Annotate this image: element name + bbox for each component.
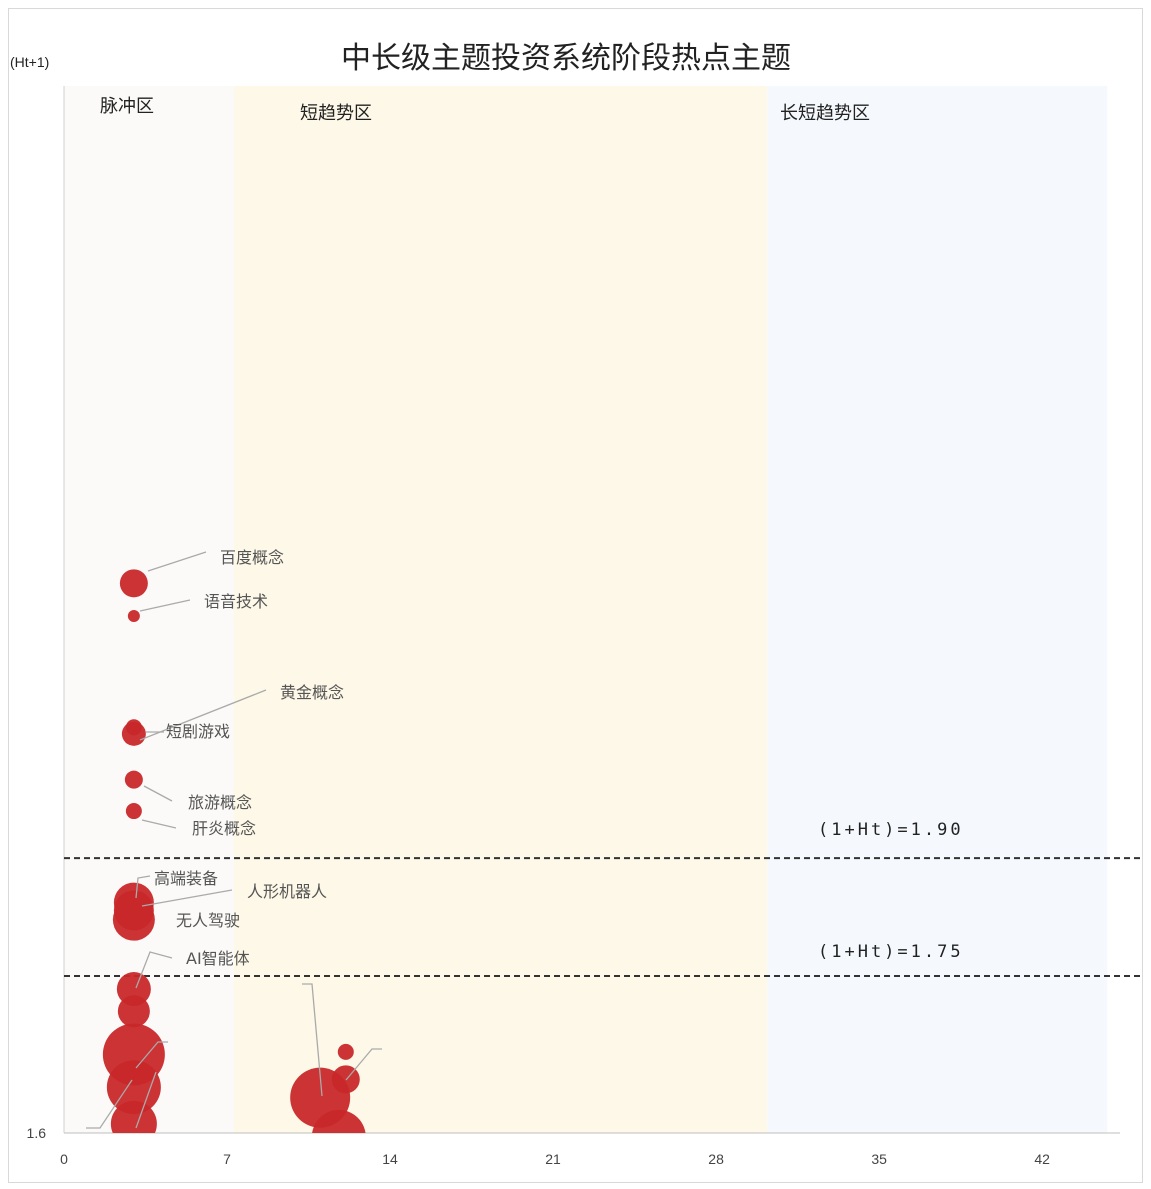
bubble-point: [119, 569, 148, 598]
leader-line: [345, 1048, 382, 1081]
bubble-point: [337, 1043, 354, 1060]
bubble-label: 旅游概念: [188, 793, 252, 812]
leader-line: [302, 983, 323, 1097]
threshold-label-0: (1+Ht)=1.90: [818, 820, 964, 840]
leader-line: [135, 1071, 157, 1129]
zone-label-0: 脉冲区: [100, 96, 154, 117]
zone-band-2: [767, 86, 1108, 1133]
bubble-point: [110, 1100, 157, 1133]
chart-title: 中长级主题投资系统阶段热点主题: [341, 41, 791, 76]
zones-layer: [64, 86, 1108, 1133]
bubble-point: [116, 972, 151, 1007]
bubble-point: [125, 719, 142, 736]
bubble-label: 短剧游戏: [166, 722, 230, 741]
threshold-layer: (1+Ht)=1.90 (1+Ht)=1.75: [64, 820, 1143, 977]
zone-band-1: [234, 86, 768, 1133]
bubble-label: 语音技术: [204, 592, 268, 611]
leader-line: [143, 785, 173, 802]
bubble-point: [117, 995, 150, 1028]
x-tick-label: 7: [223, 1151, 231, 1167]
bubble-label: 人形机器人: [247, 882, 327, 901]
x-tick-label: 21: [545, 1151, 561, 1167]
chart-frame: [8, 8, 1143, 1183]
zone-label-1: 短趋势区: [300, 103, 372, 124]
bubble-label: 高端装备: [154, 869, 218, 888]
leader-layer: [86, 551, 382, 1129]
bubble-point: [113, 890, 154, 931]
x-tick-label: 0: [60, 1151, 68, 1167]
bubble-point: [312, 1109, 366, 1133]
bubble-point: [124, 770, 143, 789]
x-tick-label: 42: [1034, 1151, 1050, 1167]
leader-line: [141, 889, 233, 907]
leader-line: [135, 1041, 168, 1069]
x-tick-label: 35: [871, 1151, 887, 1167]
leader-line: [147, 551, 207, 572]
leader-line: [135, 951, 173, 989]
leader-line: [141, 819, 177, 829]
bubble-point: [106, 1060, 161, 1115]
leader-line: [135, 875, 151, 899]
bubble-label: 黄金概念: [280, 683, 344, 702]
bubble-label: 无人驾驶: [176, 911, 240, 930]
leader-line: [86, 1079, 133, 1129]
zone-label-2: 长短趋势区: [780, 103, 870, 124]
x-tick-label: 14: [382, 1151, 398, 1167]
label-layer: 脉冲区 短趋势区 长短趋势区百度概念语音技术黄金概念短剧游戏旅游概念肝炎概念高端装备…: [100, 96, 870, 968]
y-axis-label: (Ht+1): [10, 54, 49, 70]
bubble-label: AI智能体: [186, 949, 250, 968]
bubble-point: [127, 610, 140, 623]
leader-line: [139, 599, 191, 612]
x-tick-label: 28: [708, 1151, 724, 1167]
bubble-label: 百度概念: [220, 548, 284, 567]
bubble-layer: [102, 569, 366, 1133]
y-tick-label: 1.6: [27, 1125, 47, 1141]
bubble-point: [125, 803, 142, 820]
bubble-label: 肝炎概念: [192, 819, 256, 838]
threshold-label-1: (1+Ht)=1.75: [818, 942, 964, 962]
tick-layer: 0 7 14 21 28 35 42 1.6: [27, 1125, 1051, 1167]
